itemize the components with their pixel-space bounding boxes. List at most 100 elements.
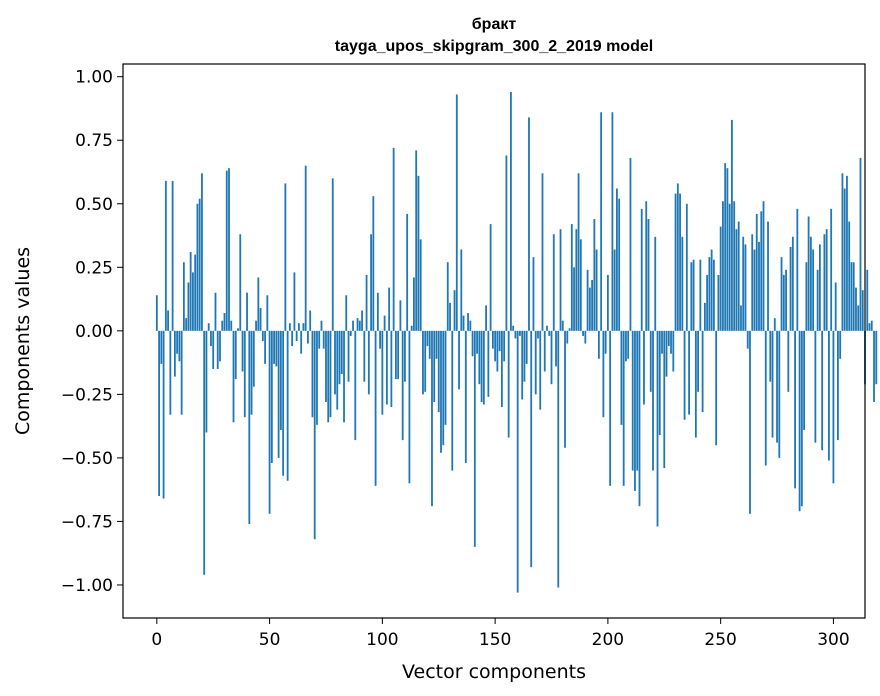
bar-34 [232, 330, 235, 423]
bar-316 [868, 323, 871, 331]
bar-155 [505, 155, 508, 331]
bar-45 [257, 277, 260, 331]
bar-182 [566, 330, 569, 344]
bar-136 [462, 315, 465, 331]
y-tick-label: 0.25 [75, 258, 113, 278]
bar-29 [221, 320, 224, 331]
bar-79 [334, 330, 336, 395]
bar-190 [584, 330, 587, 344]
bar-54 [277, 330, 280, 458]
bar-196 [597, 330, 600, 359]
bar-35 [234, 330, 237, 380]
bar-64 [300, 330, 303, 354]
x-tick-label: 250 [704, 630, 736, 650]
bar-226 [665, 330, 668, 377]
bar-201 [609, 330, 612, 486]
bar-12 [182, 262, 185, 331]
bar-227 [667, 330, 670, 347]
bar-224 [661, 330, 663, 354]
bar-310 [855, 287, 857, 331]
bar-291 [812, 249, 815, 331]
bar-262 [746, 330, 749, 349]
bar-125 [437, 330, 440, 413]
bar-52 [273, 330, 275, 364]
bar-73 [320, 320, 323, 331]
bar-307 [848, 221, 851, 331]
bar-163 [523, 330, 526, 382]
bar-171 [541, 173, 544, 331]
bar-112 [408, 330, 411, 484]
chart-title-line-1: бракт [472, 16, 517, 33]
bar-105 [392, 147, 395, 331]
bar-273 [771, 330, 774, 438]
bar-305 [843, 188, 846, 331]
bar-42 [250, 330, 253, 415]
bar-286 [800, 330, 803, 507]
bar-121 [428, 330, 431, 359]
bar-101 [383, 315, 386, 331]
bar-263 [749, 330, 751, 514]
bar-230 [674, 193, 677, 331]
y-axis-label: Components values [12, 247, 34, 435]
bar-249 [717, 274, 720, 331]
bar-66 [304, 165, 307, 331]
bar-40 [246, 292, 248, 331]
bar-120 [426, 330, 429, 347]
bar-148 [489, 224, 492, 331]
bar-247 [712, 259, 715, 331]
y-tick-label: 1.00 [75, 68, 113, 88]
bar-259 [740, 305, 742, 331]
bar-159 [514, 330, 517, 339]
bar-284 [796, 208, 799, 331]
bar-37 [239, 234, 242, 331]
bar-170 [539, 330, 542, 410]
bar-113 [410, 325, 413, 331]
bar-70 [313, 330, 316, 540]
bar-59 [288, 323, 291, 331]
bar-240 [697, 330, 699, 392]
bar-123 [433, 330, 436, 402]
bar-32 [228, 168, 230, 331]
bar-149 [491, 330, 494, 349]
x-tick-label: 100 [366, 630, 398, 650]
bar-115 [415, 150, 418, 331]
x-axis-label: Vector components [402, 661, 586, 683]
bar-77 [329, 330, 332, 418]
bar-18 [196, 203, 199, 331]
bar-series [155, 91, 878, 593]
bar-279 [785, 269, 787, 331]
bar-116 [417, 175, 420, 331]
bar-69 [311, 330, 314, 418]
bar-122 [431, 330, 433, 507]
bar-228 [670, 330, 672, 354]
bar-74 [322, 330, 325, 349]
bar-28 [219, 330, 221, 362]
bar-143 [478, 330, 481, 385]
bar-276 [778, 330, 781, 458]
bar-312 [859, 158, 862, 331]
bar-72 [318, 330, 321, 349]
bar-2 [160, 330, 163, 364]
bar-165 [528, 117, 530, 331]
x-tick-label: 50 [259, 630, 281, 650]
bar-289 [807, 216, 810, 331]
bar-288 [805, 262, 808, 331]
bar-5 [167, 310, 169, 331]
bar-43 [252, 330, 255, 387]
bar-294 [818, 244, 821, 331]
bar-246 [710, 249, 713, 331]
bar-158 [512, 325, 515, 331]
bar-313 [861, 290, 864, 331]
bar-86 [349, 330, 352, 336]
bar-142 [476, 330, 478, 354]
bar-10 [178, 330, 181, 362]
bar-220 [652, 330, 654, 471]
bar-102 [385, 330, 388, 405]
bar-51 [270, 330, 273, 463]
y-tick-label: −0.50 [61, 449, 113, 469]
bar-14 [187, 282, 190, 331]
bar-218 [647, 219, 650, 331]
bar-233 [681, 236, 684, 331]
bar-31 [225, 170, 228, 331]
bar-81 [338, 330, 341, 385]
